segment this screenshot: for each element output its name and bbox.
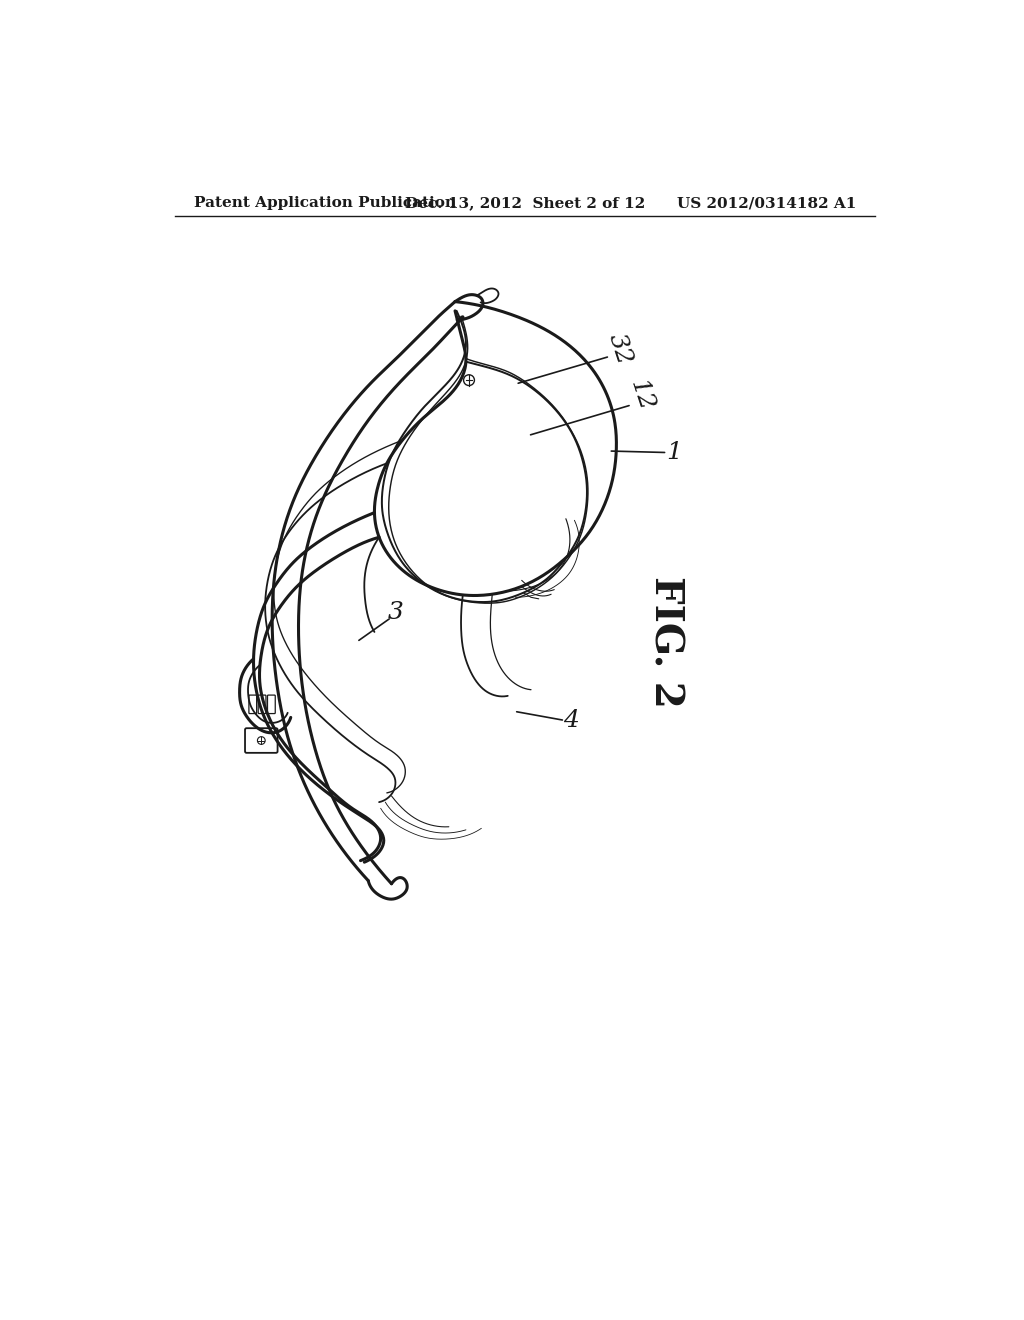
Text: FIG. 2: FIG. 2 bbox=[646, 576, 684, 708]
Text: 1: 1 bbox=[667, 441, 682, 465]
Text: 32: 32 bbox=[604, 331, 636, 368]
Text: Patent Application Publication: Patent Application Publication bbox=[194, 197, 456, 210]
Text: Dec. 13, 2012  Sheet 2 of 12: Dec. 13, 2012 Sheet 2 of 12 bbox=[404, 197, 645, 210]
Text: 3: 3 bbox=[387, 601, 403, 624]
Text: 4: 4 bbox=[563, 709, 580, 733]
FancyBboxPatch shape bbox=[245, 729, 278, 752]
Text: US 2012/0314182 A1: US 2012/0314182 A1 bbox=[677, 197, 856, 210]
Text: 12: 12 bbox=[626, 378, 657, 414]
